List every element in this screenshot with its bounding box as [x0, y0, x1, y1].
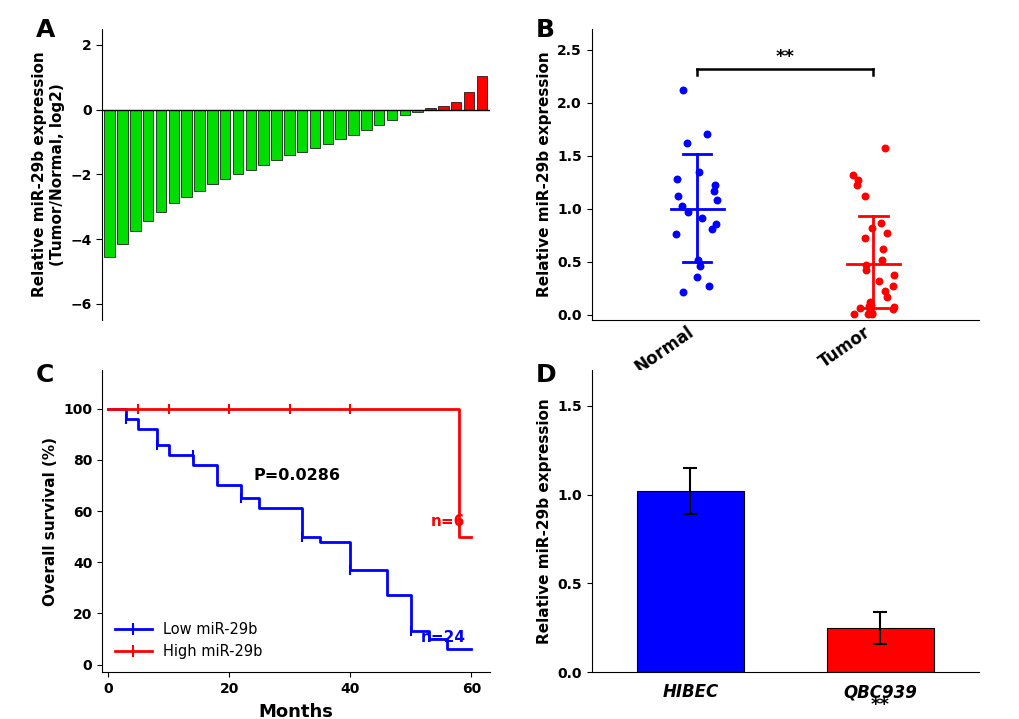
- Point: [886, 301, 902, 313]
- Bar: [425, 109, 435, 110]
- Bar: [271, 110, 281, 160]
- Bar: [284, 110, 294, 155]
- Y-axis label: Relative miR-29b expression: Relative miR-29b expression: [536, 398, 551, 644]
- Point: [674, 84, 690, 96]
- Bar: [104, 110, 115, 257]
- Point: [693, 213, 709, 224]
- Point: [675, 287, 691, 298]
- Text: n=24: n=24: [420, 630, 465, 644]
- Bar: [450, 101, 461, 110]
- Point: [861, 306, 877, 317]
- Bar: [310, 110, 320, 149]
- Point: [844, 169, 860, 180]
- Point: [861, 305, 877, 316]
- Point: [884, 270, 901, 281]
- Point: [873, 254, 890, 265]
- Point: [884, 303, 901, 315]
- Text: C: C: [36, 363, 54, 387]
- Point: [668, 173, 685, 185]
- Point: [860, 301, 876, 312]
- Bar: [232, 110, 244, 175]
- Bar: [335, 110, 345, 139]
- Point: [708, 195, 725, 206]
- Point: [674, 200, 690, 211]
- Point: [851, 303, 867, 314]
- Text: B: B: [535, 18, 554, 42]
- Point: [863, 307, 879, 319]
- Point: [870, 275, 887, 287]
- Point: [680, 206, 696, 218]
- Point: [858, 265, 874, 276]
- Point: [679, 137, 695, 149]
- Point: [856, 233, 872, 244]
- Point: [703, 223, 719, 234]
- Bar: [386, 110, 397, 120]
- Bar: [207, 110, 217, 184]
- Point: [875, 285, 892, 297]
- Text: **: **: [870, 697, 889, 715]
- Bar: [117, 110, 127, 244]
- Bar: [246, 110, 256, 170]
- Point: [688, 271, 704, 283]
- Point: [859, 308, 875, 319]
- Bar: [464, 92, 474, 110]
- Point: [845, 308, 861, 320]
- Bar: [322, 110, 333, 144]
- Point: [699, 128, 715, 139]
- Bar: [438, 106, 448, 110]
- Text: D: D: [535, 363, 555, 387]
- Bar: [637, 491, 743, 672]
- Point: [667, 229, 684, 240]
- Bar: [258, 110, 269, 165]
- Bar: [130, 110, 141, 231]
- Bar: [361, 110, 371, 129]
- Point: [707, 218, 723, 229]
- Y-axis label: Overall survival (%): Overall survival (%): [43, 436, 58, 606]
- Bar: [297, 110, 307, 152]
- Point: [691, 260, 707, 272]
- Text: **: **: [775, 48, 794, 66]
- Point: [863, 308, 879, 320]
- Point: [877, 227, 894, 239]
- Text: P=0.0286: P=0.0286: [253, 468, 340, 483]
- Bar: [374, 110, 384, 124]
- Point: [690, 166, 706, 178]
- Bar: [143, 110, 153, 221]
- X-axis label: Months: Months: [258, 703, 333, 719]
- Point: [856, 191, 872, 202]
- Point: [862, 299, 878, 311]
- Point: [668, 191, 685, 202]
- Bar: [476, 75, 487, 110]
- Bar: [156, 110, 166, 211]
- Text: A: A: [36, 18, 55, 42]
- Point: [863, 222, 879, 234]
- Bar: [181, 110, 192, 197]
- Text: n=6: n=6: [431, 514, 465, 529]
- Y-axis label: Relative miR-29b expression: Relative miR-29b expression: [536, 52, 551, 297]
- Point: [860, 296, 876, 308]
- Point: [706, 180, 722, 191]
- Bar: [220, 110, 230, 179]
- Point: [883, 280, 900, 292]
- Point: [871, 217, 888, 229]
- Bar: [399, 110, 410, 116]
- Point: [857, 259, 873, 270]
- Point: [878, 291, 895, 303]
- Point: [849, 175, 865, 186]
- Bar: [347, 110, 359, 135]
- Point: [690, 254, 706, 265]
- Point: [874, 243, 891, 255]
- Bar: [194, 110, 205, 191]
- Point: [875, 142, 892, 154]
- Bar: [826, 628, 932, 672]
- Point: [848, 180, 864, 191]
- Point: [700, 280, 716, 292]
- Point: [705, 185, 721, 196]
- Bar: [412, 110, 423, 111]
- Legend: Low miR-29b, High miR-29b: Low miR-29b, High miR-29b: [109, 616, 268, 665]
- Y-axis label: Relative miR-29b expression
(Tumor/Normal, log2): Relative miR-29b expression (Tumor/Norma…: [33, 52, 64, 297]
- Bar: [168, 110, 179, 203]
